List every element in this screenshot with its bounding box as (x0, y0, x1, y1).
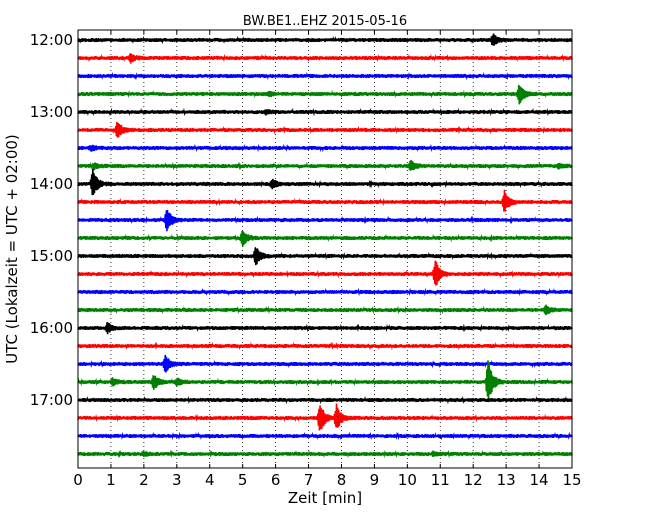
x-tick-label: 13 (497, 471, 516, 489)
x-tick-label: 10 (398, 471, 417, 489)
x-tick-label: 8 (337, 471, 347, 489)
trace-line (77, 449, 573, 459)
x-tick-label: 2 (139, 471, 149, 489)
trace-line (77, 230, 573, 247)
y-tick-label: 12:00 (30, 31, 73, 49)
x-tick-label: 12 (464, 471, 483, 489)
trace-line (77, 121, 573, 138)
trace-line (77, 360, 573, 400)
x-tick-label: 1 (106, 471, 116, 489)
x-tick-label: 11 (431, 471, 450, 489)
x-tick-label: 7 (304, 471, 314, 489)
x-tick-label: 14 (530, 471, 549, 489)
trace-line (77, 189, 573, 212)
plot-frame (77, 29, 573, 469)
trace-line (77, 431, 573, 441)
trace-line (77, 322, 573, 335)
trace-line (77, 210, 573, 232)
x-tick-label: 9 (370, 471, 380, 489)
y-tick-label: 14:00 (30, 175, 73, 193)
trace-line (77, 395, 573, 405)
x-tick-label: 15 (562, 471, 581, 489)
trace-line (77, 84, 573, 105)
trace-line (77, 260, 573, 286)
tick-layer: 0 1 2 3 4 5 6 7 8 9 10 11 12 13 14 1512:0013:0014:0015:… (30, 30, 582, 489)
y-tick-label: 16:00 (30, 319, 73, 337)
trace-line (77, 53, 573, 64)
trace-line (77, 168, 573, 196)
x-tick-label: 4 (205, 471, 215, 489)
y-tick-label: 17:00 (30, 391, 73, 409)
y-axis-label: UTC (Lokalzeit = UTC + 02:00) (3, 134, 21, 364)
trace-line (77, 287, 573, 297)
trace-line (77, 304, 573, 316)
trace-line (77, 247, 573, 266)
x-axis-label: Zeit [min] (288, 489, 362, 507)
x-tick-label: 3 (172, 471, 182, 489)
x-tick-label: 0 (73, 471, 83, 489)
trace-line (77, 107, 573, 117)
trace-line (77, 341, 573, 351)
trace-line (77, 159, 573, 171)
trace-line (77, 143, 573, 153)
trace-line (77, 33, 573, 46)
x-tick-label: 6 (271, 471, 281, 489)
trace-layer (77, 33, 573, 459)
y-tick-label: 13:00 (30, 103, 73, 121)
trace-line (77, 71, 573, 81)
trace-line (77, 403, 573, 431)
chart-title: BW.BE1..EHZ 2015-05-16 (243, 14, 407, 29)
y-tick-label: 15:00 (30, 247, 73, 265)
x-tick-label: 5 (238, 471, 248, 489)
